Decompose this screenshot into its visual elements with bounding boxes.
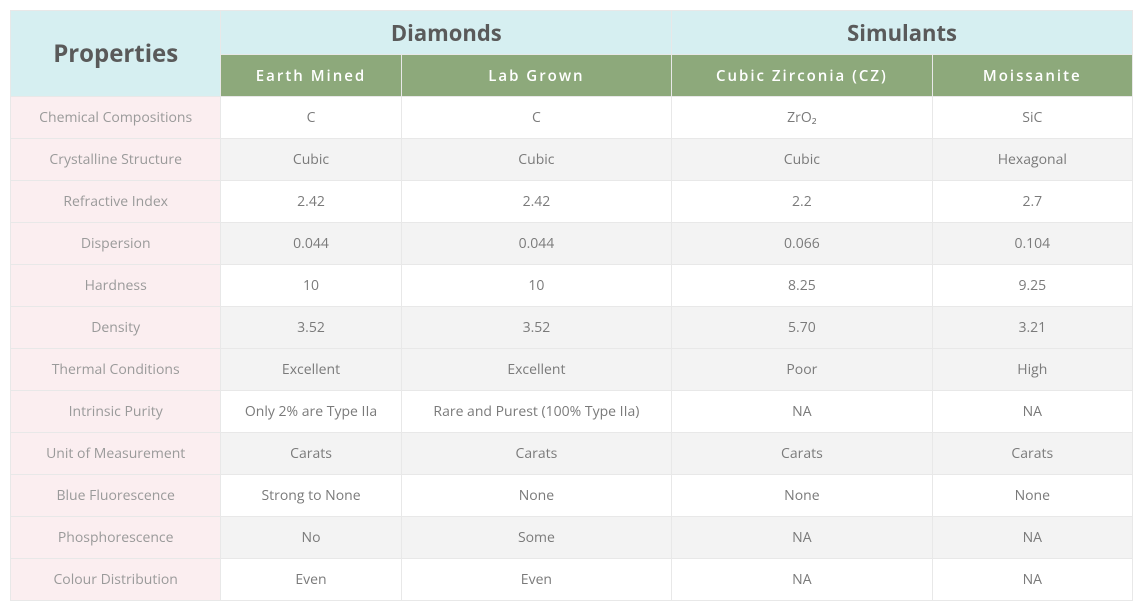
data-cell: No — [221, 517, 401, 559]
data-cell: 2.42 — [401, 181, 671, 223]
table-row: Hardness10108.259.25 — [11, 265, 1133, 307]
table-body: Chemical CompositionsCCZrO₂SiCCrystallin… — [11, 97, 1133, 601]
table-row: Dispersion0.0440.0440.0660.104 — [11, 223, 1133, 265]
data-cell: None — [932, 475, 1132, 517]
table-row: Blue FluorescenceStrong to NoneNoneNoneN… — [11, 475, 1133, 517]
data-cell: Only 2% are Type IIa — [221, 391, 401, 433]
data-cell: Some — [401, 517, 671, 559]
data-cell: High — [932, 349, 1132, 391]
table-row: Thermal ConditionsExcellentExcellentPoor… — [11, 349, 1133, 391]
data-cell: C — [401, 97, 671, 139]
row-label: Phosphorescence — [11, 517, 221, 559]
data-cell: 2.7 — [932, 181, 1132, 223]
data-cell: 3.21 — [932, 307, 1132, 349]
data-cell: Cubic — [672, 139, 932, 181]
row-label: Blue Fluorescence — [11, 475, 221, 517]
data-cell: Carats — [221, 433, 401, 475]
subheader-moissanite: Moissanite — [932, 55, 1132, 97]
table-row: Crystalline StructureCubicCubicCubicHexa… — [11, 139, 1133, 181]
table-row: Intrinsic PurityOnly 2% are Type IIaRare… — [11, 391, 1133, 433]
data-cell: Even — [401, 559, 671, 601]
row-label: Crystalline Structure — [11, 139, 221, 181]
data-cell: Carats — [932, 433, 1132, 475]
data-cell: Cubic — [221, 139, 401, 181]
data-cell: 3.52 — [221, 307, 401, 349]
subheader-cz: Cubic Zirconia (CZ) — [672, 55, 932, 97]
properties-header: Properties — [11, 11, 221, 97]
data-cell: 0.044 — [401, 223, 671, 265]
data-cell: NA — [672, 391, 932, 433]
data-cell: None — [401, 475, 671, 517]
data-cell: 10 — [401, 265, 671, 307]
row-label: Colour Distribution — [11, 559, 221, 601]
data-cell: 0.104 — [932, 223, 1132, 265]
data-cell: 5.70 — [672, 307, 932, 349]
data-cell: NA — [932, 391, 1132, 433]
data-cell: Cubic — [401, 139, 671, 181]
data-cell: Rare and Purest (100% Type IIa) — [401, 391, 671, 433]
data-cell: NA — [932, 517, 1132, 559]
data-cell: 3.52 — [401, 307, 671, 349]
comparison-table: Properties Diamonds Simulants Earth Mine… — [10, 10, 1133, 601]
data-cell: Excellent — [401, 349, 671, 391]
table-row: Colour DistributionEvenEvenNANA — [11, 559, 1133, 601]
data-cell: Excellent — [221, 349, 401, 391]
data-cell: C — [221, 97, 401, 139]
data-cell: 10 — [221, 265, 401, 307]
row-label: Hardness — [11, 265, 221, 307]
data-cell: 9.25 — [932, 265, 1132, 307]
data-cell: None — [672, 475, 932, 517]
data-cell: Even — [221, 559, 401, 601]
group-header-simulants: Simulants — [672, 11, 1133, 55]
data-cell: 2.42 — [221, 181, 401, 223]
row-label: Density — [11, 307, 221, 349]
table-row: Refractive Index2.422.422.22.7 — [11, 181, 1133, 223]
table-row: PhosphorescenceNoSomeNANA — [11, 517, 1133, 559]
data-cell: 0.066 — [672, 223, 932, 265]
row-label: Dispersion — [11, 223, 221, 265]
subheader-lab-grown: Lab Grown — [401, 55, 671, 97]
table-row: Unit of MeasurementCaratsCaratsCaratsCar… — [11, 433, 1133, 475]
group-header-diamonds: Diamonds — [221, 11, 672, 55]
data-cell: Carats — [672, 433, 932, 475]
row-label: Refractive Index — [11, 181, 221, 223]
data-cell: NA — [932, 559, 1132, 601]
data-cell: NA — [672, 559, 932, 601]
row-label: Thermal Conditions — [11, 349, 221, 391]
data-cell: Hexagonal — [932, 139, 1132, 181]
data-cell: 8.25 — [672, 265, 932, 307]
data-cell: Poor — [672, 349, 932, 391]
data-cell: 2.2 — [672, 181, 932, 223]
subheader-earth-mined: Earth Mined — [221, 55, 401, 97]
data-cell: NA — [672, 517, 932, 559]
table-row: Chemical CompositionsCCZrO₂SiC — [11, 97, 1133, 139]
table-row: Density3.523.525.703.21 — [11, 307, 1133, 349]
data-cell: 0.044 — [221, 223, 401, 265]
data-cell: SiC — [932, 97, 1132, 139]
row-label: Unit of Measurement — [11, 433, 221, 475]
row-label: Chemical Compositions — [11, 97, 221, 139]
row-label: Intrinsic Purity — [11, 391, 221, 433]
data-cell: ZrO₂ — [672, 97, 932, 139]
data-cell: Strong to None — [221, 475, 401, 517]
data-cell: Carats — [401, 433, 671, 475]
